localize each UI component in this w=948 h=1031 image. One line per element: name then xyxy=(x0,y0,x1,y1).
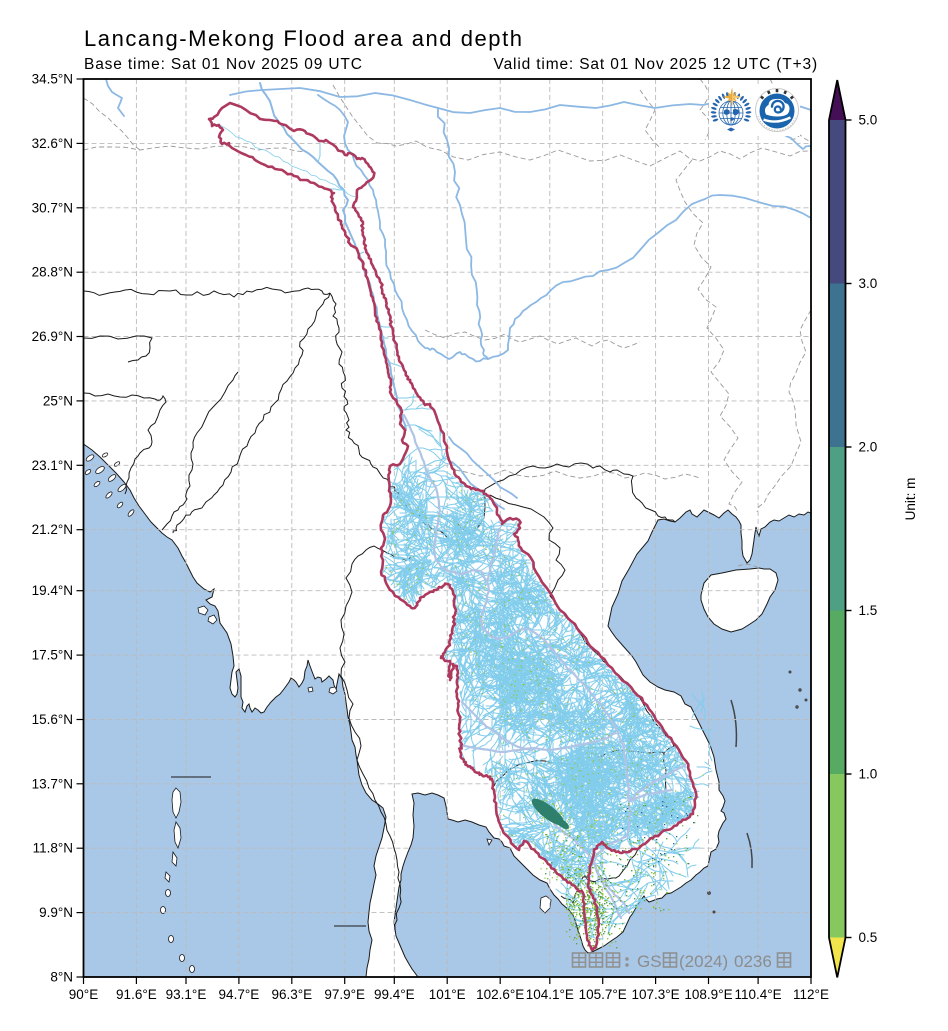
svg-text:Unit: m: Unit: m xyxy=(903,478,918,521)
svg-text:8°N: 8°N xyxy=(50,970,73,985)
svg-text:90°E: 90°E xyxy=(69,987,98,1002)
svg-text:2.0: 2.0 xyxy=(859,440,878,455)
svg-text:11.8°N: 11.8°N xyxy=(33,841,73,856)
svg-text:108.9°E: 108.9°E xyxy=(684,987,732,1002)
svg-text:21.2°N: 21.2°N xyxy=(32,522,73,537)
svg-text:26.9°N: 26.9°N xyxy=(32,329,73,344)
svg-text:(2024): (2024) xyxy=(679,952,728,971)
svg-text:110.4°E: 110.4°E xyxy=(735,987,782,1002)
svg-text:GS: GS xyxy=(637,952,662,971)
svg-text:112°E: 112°E xyxy=(793,987,829,1002)
svg-text:19.4°N: 19.4°N xyxy=(32,583,73,598)
svg-text:105.7°E: 105.7°E xyxy=(579,987,627,1002)
svg-text:1.5: 1.5 xyxy=(859,603,878,618)
svg-text:104.1°E: 104.1°E xyxy=(526,987,574,1002)
svg-text:107.3°E: 107.3°E xyxy=(632,987,680,1002)
svg-text:15.6°N: 15.6°N xyxy=(32,712,73,727)
svg-text:94.7°E: 94.7°E xyxy=(219,987,260,1002)
svg-text:102.6°E: 102.6°E xyxy=(476,987,524,1002)
svg-text:28.8°N: 28.8°N xyxy=(32,265,73,280)
svg-text:5.0: 5.0 xyxy=(859,113,878,128)
svg-text:93.1°E: 93.1°E xyxy=(166,987,207,1002)
svg-text:13.7°N: 13.7°N xyxy=(32,776,73,791)
svg-text:0236: 0236 xyxy=(734,952,772,971)
svg-text:99.4°E: 99.4°E xyxy=(374,987,415,1002)
svg-text:97.9°E: 97.9°E xyxy=(324,987,365,1002)
svg-text:23.1°N: 23.1°N xyxy=(32,458,73,473)
svg-text:91.6°E: 91.6°E xyxy=(116,987,157,1002)
svg-text:17.5°N: 17.5°N xyxy=(32,648,73,663)
svg-text:34.5°N: 34.5°N xyxy=(32,72,73,87)
svg-text:96.3°E: 96.3°E xyxy=(271,987,312,1002)
svg-text:0.5: 0.5 xyxy=(859,930,878,945)
svg-text:1.0: 1.0 xyxy=(859,767,878,782)
svg-text:101°E: 101°E xyxy=(429,987,466,1002)
svg-text:32.6°N: 32.6°N xyxy=(32,136,73,151)
svg-text:30.7°N: 30.7°N xyxy=(32,200,73,215)
svg-text:25°N: 25°N xyxy=(43,393,73,408)
svg-text:9.9°N: 9.9°N xyxy=(39,905,73,920)
svg-text:3.0: 3.0 xyxy=(859,276,878,291)
